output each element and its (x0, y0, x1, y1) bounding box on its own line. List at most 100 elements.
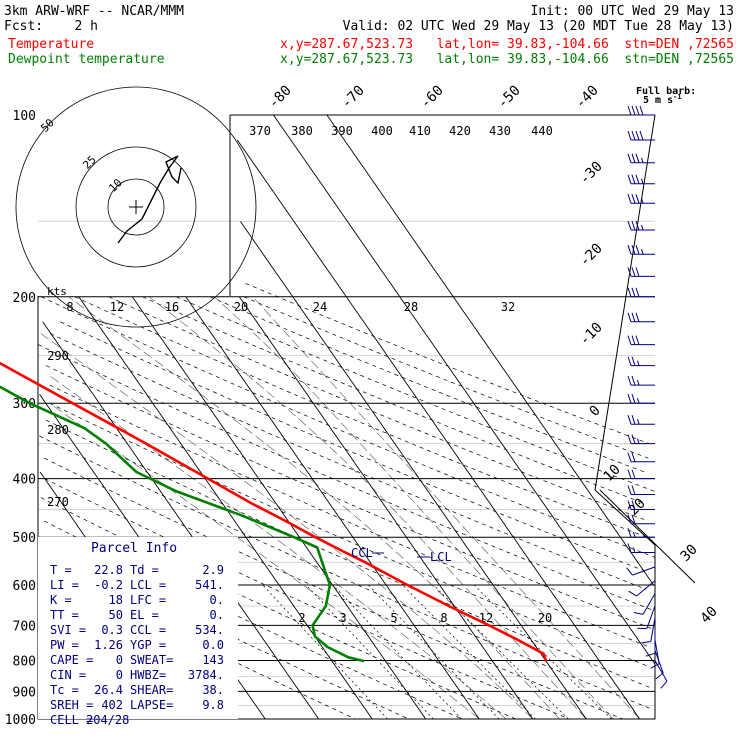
parcel-info-title: Parcel Info (91, 541, 177, 556)
isotherm-label: -40 (573, 83, 602, 112)
dry-adiabat (244, 297, 649, 458)
mixing-ratio-line (368, 585, 499, 719)
wind-barb-half (634, 548, 636, 553)
wind-barb (628, 544, 655, 553)
theta-label: 380 (291, 124, 313, 138)
speed-scale-label: 24 (313, 300, 327, 314)
wind-barb-half (642, 179, 644, 184)
hodograph-trace (118, 156, 181, 243)
parcel-param-label: HWBZ= (130, 668, 166, 682)
wind-barb (628, 245, 655, 254)
wind-barb (629, 581, 656, 596)
isotherm-label: 20 (626, 496, 649, 519)
wind-barb-half (642, 249, 644, 254)
wind-barb (628, 376, 655, 385)
wind-barb (634, 594, 655, 615)
parcel-param-label: CCL = (130, 623, 166, 637)
wind-barb (628, 288, 655, 297)
dry-adiabat (109, 297, 648, 521)
wind-barb-flag (628, 394, 631, 403)
wind-barb-staff (651, 618, 655, 642)
speed-scale-label: 16 (165, 300, 179, 314)
wind-barb (628, 221, 655, 230)
wind-barb-flag (632, 175, 635, 184)
wind-barb-flag (628, 376, 631, 385)
mixing-ratio-label: 2 (298, 611, 305, 625)
wind-barb-flag (632, 394, 635, 403)
pressure-tick-label: 700 (13, 619, 36, 634)
wind-barb-flag (636, 313, 639, 322)
parcel-param-value: 402 (101, 698, 123, 712)
parcel-param-label: LCL = (130, 578, 166, 592)
plot-content: 1002003004005006007008009001000-80-70-60… (0, 83, 721, 728)
wind-barb (655, 650, 663, 679)
dewpoint-legend-label: Dewpoint temperature (8, 52, 165, 67)
parcel-param-label: Tc = (50, 683, 79, 697)
wind-barb-flag (661, 681, 667, 688)
wind-barb-flag (628, 288, 631, 297)
theta-label: 370 (249, 124, 271, 138)
wind-barb-flag (628, 194, 631, 203)
mixing-ratio-label: 3 (339, 611, 346, 625)
model-title: 3km ARW-WRF -- NCAR/MMM (4, 4, 184, 19)
isotherm-label: -50 (495, 83, 524, 112)
wind-barb-flag (632, 415, 635, 424)
dewpoint-legend-info: x,y=287.67,523.73 lat,lon= 39.83,-104.66… (280, 52, 734, 67)
wind-barbs (627, 106, 667, 688)
pressure-tick-label: 400 (13, 473, 36, 488)
wind-barb (627, 567, 655, 575)
wind-barb-flag (628, 470, 631, 479)
wind-barb-flag (636, 245, 639, 254)
kts-label: kts (47, 285, 67, 298)
wind-barb (641, 618, 655, 643)
pressure-tick-label: 200 (13, 291, 36, 306)
isotherm-label: -30 (577, 159, 606, 188)
temperature-legend-info: x,y=287.67,523.73 lat,lon= 39.83,-104.66… (280, 37, 734, 52)
wind-barb-flag (628, 131, 631, 140)
isotherm-label: 40 (698, 604, 721, 627)
hodograph-ring-label: 10 (106, 176, 125, 195)
wind-barb-flag (628, 515, 631, 524)
wind-barb-staff (637, 581, 655, 596)
header: 3km ARW-WRF -- NCAR/MMM Init: 00 UTC Wed… (4, 4, 734, 106)
wind-barb-flag (628, 175, 631, 184)
wind-barb-flag (628, 486, 631, 495)
parcel-param-value: 26.4 (94, 683, 123, 697)
wind-barb (628, 415, 655, 424)
wind-barb-flag (656, 673, 663, 679)
pressure-tick-label: 100 (13, 109, 36, 124)
wind-barb (628, 515, 655, 524)
wind-barb (628, 336, 655, 345)
parcel-param-value: 0.3 (101, 623, 123, 637)
wind-barb-flag (640, 131, 643, 140)
wind-barb-flag (628, 221, 631, 230)
dry-adiabat (75, 297, 647, 537)
wind-barb-flag (628, 453, 631, 462)
hodograph-ring-label: 25 (80, 153, 99, 172)
parcel-param-value: 18 (109, 593, 123, 607)
isotherm-label: 10 (601, 462, 624, 485)
isotherm-label: 0 (587, 403, 604, 420)
pressure-tick-label: 800 (13, 654, 36, 669)
wind-barb-flag (632, 453, 635, 462)
parcel-param-value: 2.9 (202, 563, 224, 577)
dry-adiabat (210, 297, 644, 472)
parcel-param-value: 1.26 (94, 638, 123, 652)
pressure-tick-label: 1000 (5, 713, 36, 728)
mixing-ratio-label: 20 (538, 611, 552, 625)
isotherm (237, 140, 639, 719)
isotherm-label: -10 (577, 320, 606, 349)
theta-label: 290 (47, 349, 69, 363)
wind-barb-flag (632, 435, 635, 444)
wind-barb-flag (641, 642, 650, 643)
wind-barb-half (638, 398, 640, 403)
parcel-param-label: SHEAR= (130, 683, 173, 697)
wind-barb-flag (636, 154, 639, 163)
mixing-ratio-line (333, 585, 462, 719)
ccl-label: CCL (351, 546, 373, 560)
